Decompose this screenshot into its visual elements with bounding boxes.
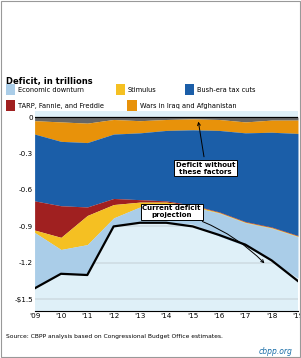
Text: Current deficit
projection: Current deficit projection — [142, 205, 264, 262]
Text: TARP, Fannie, and Freddie: TARP, Fannie, and Freddie — [18, 103, 104, 108]
Text: Figure 1:: Figure 1: — [129, 13, 172, 23]
Text: Deficit, in trillions: Deficit, in trillions — [6, 77, 93, 86]
Text: Economic Downturn, Financial Rescues, and Legacy
of Bush Policies Drive Record D: Economic Downturn, Financial Rescues, an… — [20, 47, 281, 66]
Bar — [6, 100, 15, 111]
Text: Deficit without
these factors: Deficit without these factors — [176, 123, 236, 175]
Bar — [6, 84, 15, 95]
Text: Stimulus: Stimulus — [128, 87, 157, 92]
Text: Source: CBPP analysis based on Congressional Budget Office estimates.: Source: CBPP analysis based on Congressi… — [6, 334, 223, 339]
Bar — [116, 84, 125, 95]
Text: Economic downturn: Economic downturn — [18, 87, 84, 92]
Bar — [185, 84, 194, 95]
Text: Bush-era tax cuts: Bush-era tax cuts — [197, 87, 256, 92]
Text: Wars in Iraq and Afghanistan: Wars in Iraq and Afghanistan — [140, 103, 236, 108]
Bar — [127, 100, 137, 111]
Text: cbpp.org: cbpp.org — [258, 347, 292, 357]
